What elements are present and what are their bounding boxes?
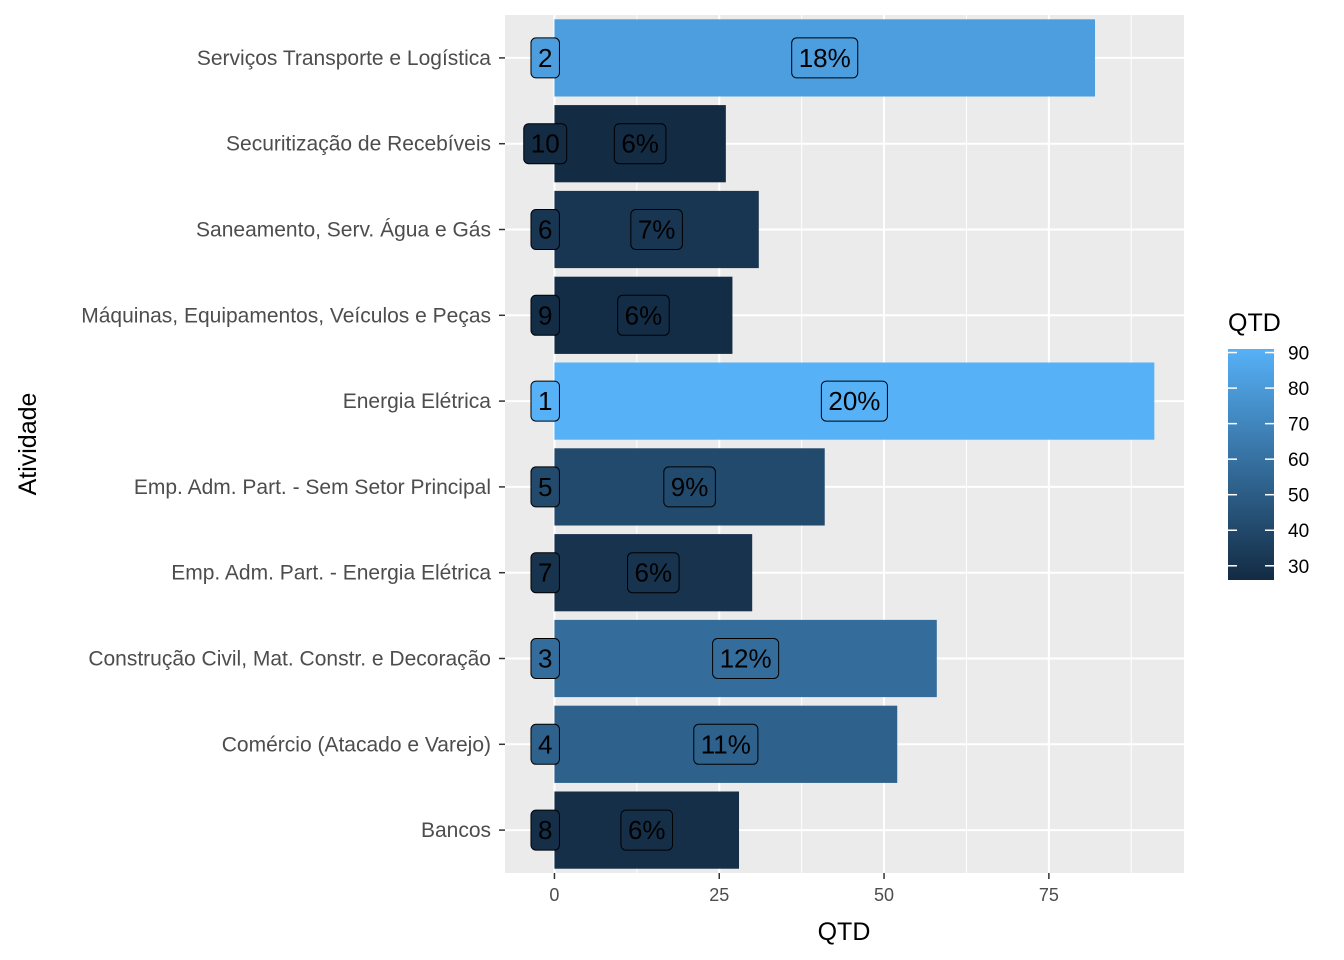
- rank-label-box: [530, 209, 560, 250]
- legend-colorbar: [1228, 349, 1274, 580]
- legend-title: QTD: [1228, 309, 1281, 337]
- y-tick-label: Serviços Transporte e Logística: [197, 47, 491, 70]
- rank-label-text: 5: [538, 472, 552, 502]
- y-tick-label: Máquinas, Equipamentos, Veículos e Peças: [81, 304, 491, 327]
- percent-label: 6%: [617, 294, 670, 336]
- x-tick-label: 75: [1039, 885, 1059, 905]
- rank-label: 3: [530, 638, 560, 679]
- rank-label-box: [530, 380, 560, 422]
- percent-label: 20%: [820, 380, 888, 422]
- rank-label: 10: [523, 123, 568, 165]
- rank-label-text: 7: [538, 558, 552, 588]
- percent-labels: 18% 6% 7% 6% 20% 9% 6% 12% 11% 6%: [613, 37, 888, 851]
- percent-label-text: 12%: [720, 644, 772, 674]
- x-axis-title: QTD: [818, 918, 871, 946]
- percent-label-box: [693, 723, 759, 765]
- percent-label: 6%: [613, 123, 667, 165]
- legend-tick-label: 30: [1288, 557, 1309, 578]
- rank-label: 7: [530, 552, 560, 594]
- legend-tick-label: 60: [1288, 450, 1309, 471]
- percent-label-box: [663, 466, 716, 508]
- percent-label: 9%: [663, 466, 716, 508]
- bars: [554, 19, 1155, 869]
- percent-label: 11%: [693, 723, 759, 765]
- legend-tick-label: 90: [1288, 344, 1309, 365]
- rank-label: 4: [530, 723, 560, 765]
- percent-label-box: [820, 380, 888, 422]
- rank-label-text: 4: [538, 729, 552, 759]
- rank-label: 2: [530, 37, 560, 79]
- y-axis-title: Atividade: [14, 393, 42, 496]
- percent-label-text: 7%: [638, 215, 676, 245]
- x-axis: 0 25 50 75: [549, 873, 1059, 905]
- percent-label-box: [712, 638, 780, 679]
- rank-label-text: 10: [531, 129, 560, 159]
- color-legend: QTD 30 40 50 60 70 80 90: [1228, 309, 1309, 580]
- rank-label-box: [530, 638, 560, 679]
- rank-label-box: [530, 466, 560, 508]
- rank-label: 9: [530, 294, 560, 336]
- percent-label-text: 6%: [628, 815, 666, 845]
- percent-label: 6%: [620, 809, 674, 851]
- x-tick-label: 0: [549, 885, 559, 905]
- percent-label-box: [613, 123, 667, 165]
- rank-label-text: 2: [538, 43, 552, 73]
- rank-label-text: 6: [538, 215, 552, 245]
- rank-label-text: 9: [538, 300, 552, 330]
- rank-label: 1: [530, 380, 560, 422]
- y-tick-label: Construção Civil, Mat. Constr. e Decoraç…: [88, 648, 491, 671]
- x-tick-label: 50: [874, 885, 894, 905]
- y-tick-label: Emp. Adm. Part. - Sem Setor Principal: [134, 476, 491, 499]
- rank-label: 8: [530, 809, 560, 851]
- y-tick-label: Bancos: [421, 819, 491, 842]
- y-tick-label: Emp. Adm. Part. - Energia Elétrica: [171, 562, 491, 585]
- rank-label: 5: [530, 466, 560, 508]
- rank-label-box: [530, 552, 560, 594]
- percent-label: 7%: [630, 209, 683, 250]
- x-tick-label: 25: [709, 885, 729, 905]
- legend-tick-label: 70: [1288, 415, 1309, 436]
- y-tick-label: Securitização de Recebíveis: [226, 133, 491, 156]
- rank-label-box: [530, 37, 560, 79]
- percent-label: 6%: [627, 552, 680, 594]
- rank-labels: 2 10 6 9 1 5 7 3 4 8: [523, 37, 568, 851]
- percent-label-text: 18%: [799, 43, 851, 73]
- percent-label-box: [627, 552, 680, 594]
- rank-label-box: [530, 723, 560, 765]
- y-axis: Serviços Transporte e Logística Securitiz…: [81, 47, 505, 842]
- percent-label-box: [791, 37, 859, 79]
- rank-label: 6: [530, 209, 560, 250]
- legend-tick-label: 50: [1288, 486, 1309, 507]
- legend-tick-label: 80: [1288, 379, 1309, 400]
- rank-label-box: [530, 294, 560, 336]
- legend-tick-label: 40: [1288, 521, 1309, 542]
- rank-label-text: 1: [538, 386, 552, 416]
- rank-label-text: 3: [538, 644, 552, 674]
- percent-label-text: 11%: [701, 729, 751, 759]
- percent-label-text: 6%: [635, 558, 673, 588]
- percent-label-box: [630, 209, 683, 250]
- percent-label-text: 9%: [671, 472, 709, 502]
- percent-label: 18%: [791, 37, 859, 79]
- percent-label-box: [617, 294, 670, 336]
- percent-label: 12%: [712, 638, 780, 679]
- y-tick-label: Saneamento, Serv. Água e Gás: [196, 219, 491, 242]
- percent-label-text: 20%: [828, 386, 880, 416]
- rank-label-box: [530, 809, 560, 851]
- percent-label-text: 6%: [625, 300, 663, 330]
- percent-label-box: [620, 809, 674, 851]
- percent-label-text: 6%: [621, 129, 659, 159]
- rank-label-text: 8: [538, 815, 552, 845]
- y-tick-label: Comércio (Atacado e Varejo): [222, 733, 491, 756]
- y-tick-label: Energia Elétrica: [343, 390, 492, 413]
- rank-label-box: [523, 123, 568, 165]
